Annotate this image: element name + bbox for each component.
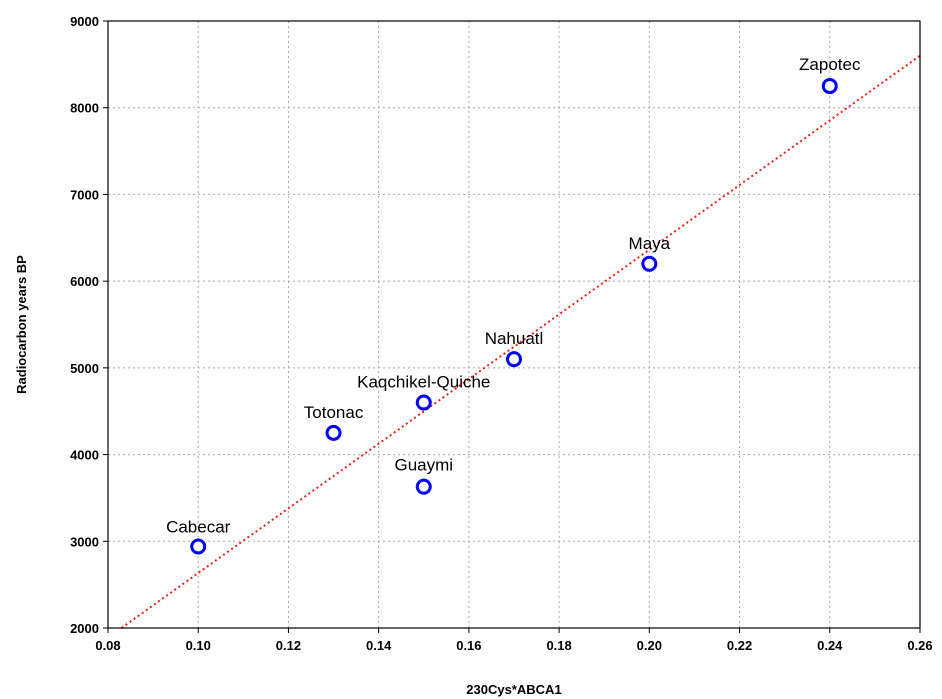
point-label: Totonac (304, 403, 364, 422)
x-tick-label: 0.08 (95, 638, 120, 653)
x-tick-label: 0.26 (907, 638, 932, 653)
data-points (190, 78, 838, 555)
x-tick-label: 0.20 (637, 638, 662, 653)
data-point (821, 78, 838, 95)
point-label: Cabecar (166, 517, 231, 536)
data-point (190, 538, 207, 555)
y-tick-label: 5000 (70, 361, 99, 376)
y-tick-label: 8000 (70, 101, 99, 116)
data-point (641, 255, 658, 272)
y-tick-label: 4000 (70, 448, 99, 463)
x-tick-label: 0.24 (817, 638, 843, 653)
axis-ticks (103, 20, 921, 633)
x-tick-label: 0.12 (276, 638, 301, 653)
y-tick-label: 2000 (70, 621, 99, 636)
x-tick-labels: 0.08 0.10 0.12 0.14 0.16 0.18 0.20 0.22 0.24 0.26 (95, 638, 932, 653)
trendline-group (120, 54, 921, 629)
x-tick-label: 0.16 (456, 638, 481, 653)
data-point (325, 424, 342, 441)
plot-frame (107, 20, 921, 629)
data-point (506, 351, 522, 368)
point-label: Zapotec (799, 55, 861, 74)
point-label: Maya (629, 234, 671, 253)
point-label: Nahuatl (485, 329, 544, 348)
y-tick-labels: 2000 3000 4000 5000 6000 7000 8000 9000 (70, 14, 99, 636)
y-tick-label: 6000 (70, 274, 99, 289)
y-axis-title: Radiocarbon years BP (14, 255, 29, 394)
x-tick-label: 0.14 (366, 638, 392, 653)
grid (108, 21, 920, 628)
y-tick-label: 3000 (70, 534, 99, 549)
point-labels: Cabecar Totonac Kaqchikel-Quiche Guaymi Nahu… (166, 55, 861, 536)
y-tick-label: 9000 (70, 14, 99, 29)
point-label: Guaymi (394, 456, 453, 475)
y-tick-label: 7000 (70, 187, 99, 202)
x-axis-title: 230Cys*ABCA1 (466, 682, 561, 697)
x-tick-label: 0.18 (546, 638, 571, 653)
data-point (415, 394, 432, 411)
x-tick-label: 0.22 (727, 638, 752, 653)
x-tick-label: 0.10 (186, 638, 211, 653)
point-label: Kaqchikel-Quiche (357, 373, 490, 392)
trendline (120, 54, 921, 629)
data-point (415, 478, 432, 495)
